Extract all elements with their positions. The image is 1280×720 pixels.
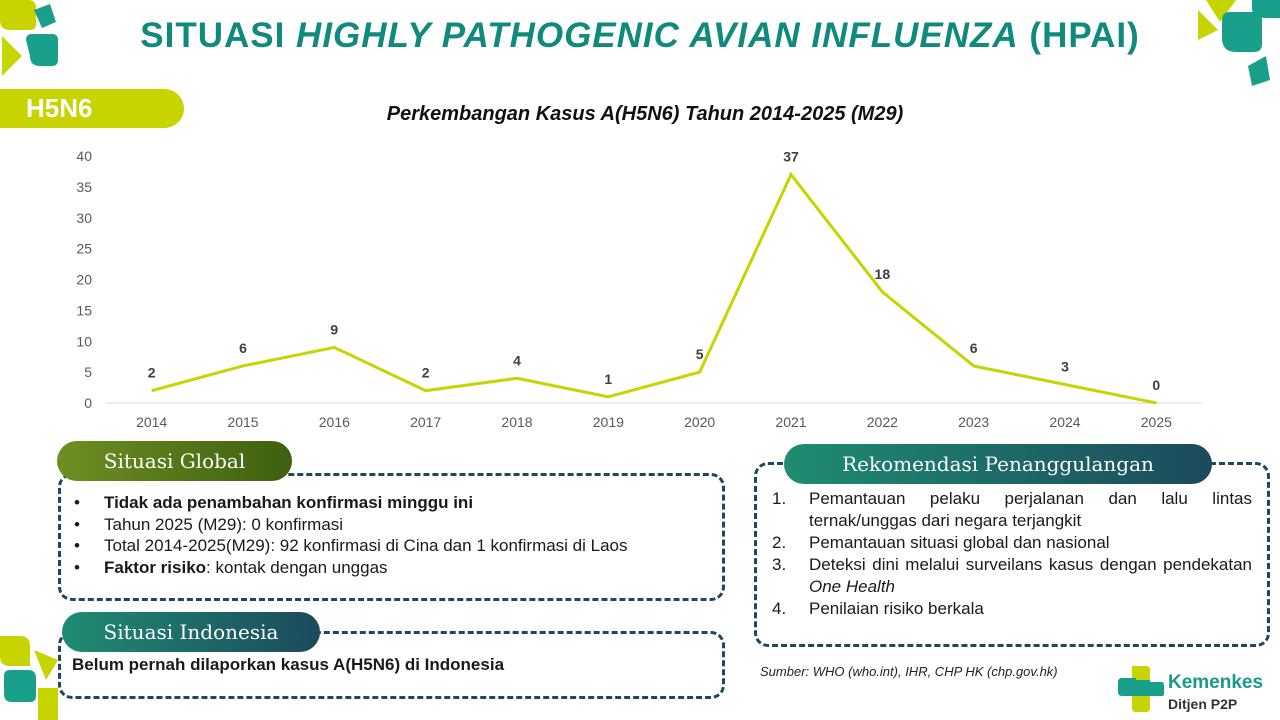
x-tick-label: 2021 bbox=[775, 414, 806, 430]
data-label: 5 bbox=[696, 346, 704, 362]
y-tick-label: 0 bbox=[84, 395, 92, 411]
y-tick-label: 5 bbox=[84, 364, 92, 380]
x-tick-label: 2017 bbox=[410, 414, 441, 430]
recommendation-heading: Rekomendasi Penanggulangan bbox=[784, 444, 1212, 484]
x-tick-label: 2019 bbox=[593, 414, 624, 430]
x-tick-label: 2023 bbox=[958, 414, 989, 430]
data-label: 9 bbox=[330, 321, 338, 337]
x-tick-label: 2018 bbox=[501, 414, 532, 430]
x-tick-label: 2025 bbox=[1141, 414, 1172, 430]
kemenkes-logo-icon bbox=[1118, 666, 1164, 712]
chart-title: Perkembangan Kasus A(H5N6) Tahun 2014-20… bbox=[386, 103, 904, 125]
y-tick-label: 35 bbox=[76, 179, 92, 195]
indonesia-situation-box bbox=[58, 631, 725, 699]
page-title: SITUASI HIGHLY PATHOGENIC AVIAN INFLUENZ… bbox=[140, 16, 1140, 55]
logo-subtitle: Ditjen P2P bbox=[1168, 696, 1238, 712]
data-label: 2 bbox=[148, 365, 156, 381]
global-situation-box bbox=[58, 473, 725, 601]
y-tick-label: 40 bbox=[76, 148, 92, 164]
global-situation-heading: Situasi Global bbox=[57, 441, 292, 481]
x-tick-label: 2016 bbox=[319, 414, 350, 430]
list-item: 2. Pemantauan situasi global dan nasional bbox=[772, 533, 1110, 552]
data-label: 2 bbox=[422, 365, 430, 381]
corner-decoration-top-left bbox=[0, 0, 58, 76]
recommendation-list: 1. Pemantauan pelaku perjalanan dan lalu … bbox=[772, 488, 1252, 620]
y-tick-label: 30 bbox=[76, 210, 92, 226]
corner-decoration-bottom-left bbox=[0, 636, 58, 720]
y-tick-label: 10 bbox=[76, 333, 92, 349]
list-item: 1. Pemantauan pelaku perjalanan dan lalu … bbox=[772, 489, 1252, 530]
x-tick-label: 2020 bbox=[684, 414, 715, 430]
indonesia-situation-text: Belum pernah dilaporkan kasus A(H5N6) di… bbox=[72, 655, 505, 674]
data-label: 4 bbox=[513, 352, 521, 368]
global-situation-list: Tidak ada penambahan konfirmasi minggu i… bbox=[74, 492, 628, 578]
y-tick-label: 25 bbox=[76, 241, 92, 257]
data-label: 18 bbox=[875, 266, 891, 282]
data-label: 6 bbox=[239, 340, 247, 356]
x-tick-label: 2024 bbox=[1049, 414, 1080, 430]
list-item: 3. Deteksi dini melalui surveilans kasus … bbox=[772, 555, 1252, 596]
data-label: 6 bbox=[970, 340, 978, 356]
data-label: 37 bbox=[783, 149, 799, 165]
y-tick-label: 15 bbox=[76, 302, 92, 318]
x-tick-label: 2014 bbox=[136, 414, 167, 430]
data-label: 3 bbox=[1061, 358, 1069, 374]
list-item: Tahun 2025 (M29): 0 konfirmasi bbox=[74, 514, 628, 536]
list-item: Total 2014-2025(M29): 92 konfirmasi di C… bbox=[74, 535, 628, 557]
list-item: Tidak ada penambahan konfirmasi minggu i… bbox=[74, 492, 628, 514]
indonesia-situation-heading: Situasi Indonesia bbox=[62, 612, 320, 652]
data-label: 1 bbox=[604, 371, 612, 387]
list-item: 4. Penilaian risiko berkala bbox=[772, 599, 984, 618]
data-label: 0 bbox=[1152, 377, 1160, 393]
x-tick-label: 2015 bbox=[227, 414, 258, 430]
list-item: Faktor risiko: kontak dengan unggas bbox=[74, 557, 628, 579]
source-note: Sumber: WHO (who.int), IHR, CHP HK (chp.… bbox=[760, 664, 1058, 679]
virus-tag: H5N6 bbox=[0, 89, 184, 128]
x-tick-label: 2022 bbox=[867, 414, 898, 430]
logo-name: Kemenkes bbox=[1168, 672, 1264, 693]
corner-decoration-top-right bbox=[1198, 0, 1280, 86]
series-line bbox=[151, 171, 1157, 405]
y-tick-label: 20 bbox=[76, 272, 92, 288]
